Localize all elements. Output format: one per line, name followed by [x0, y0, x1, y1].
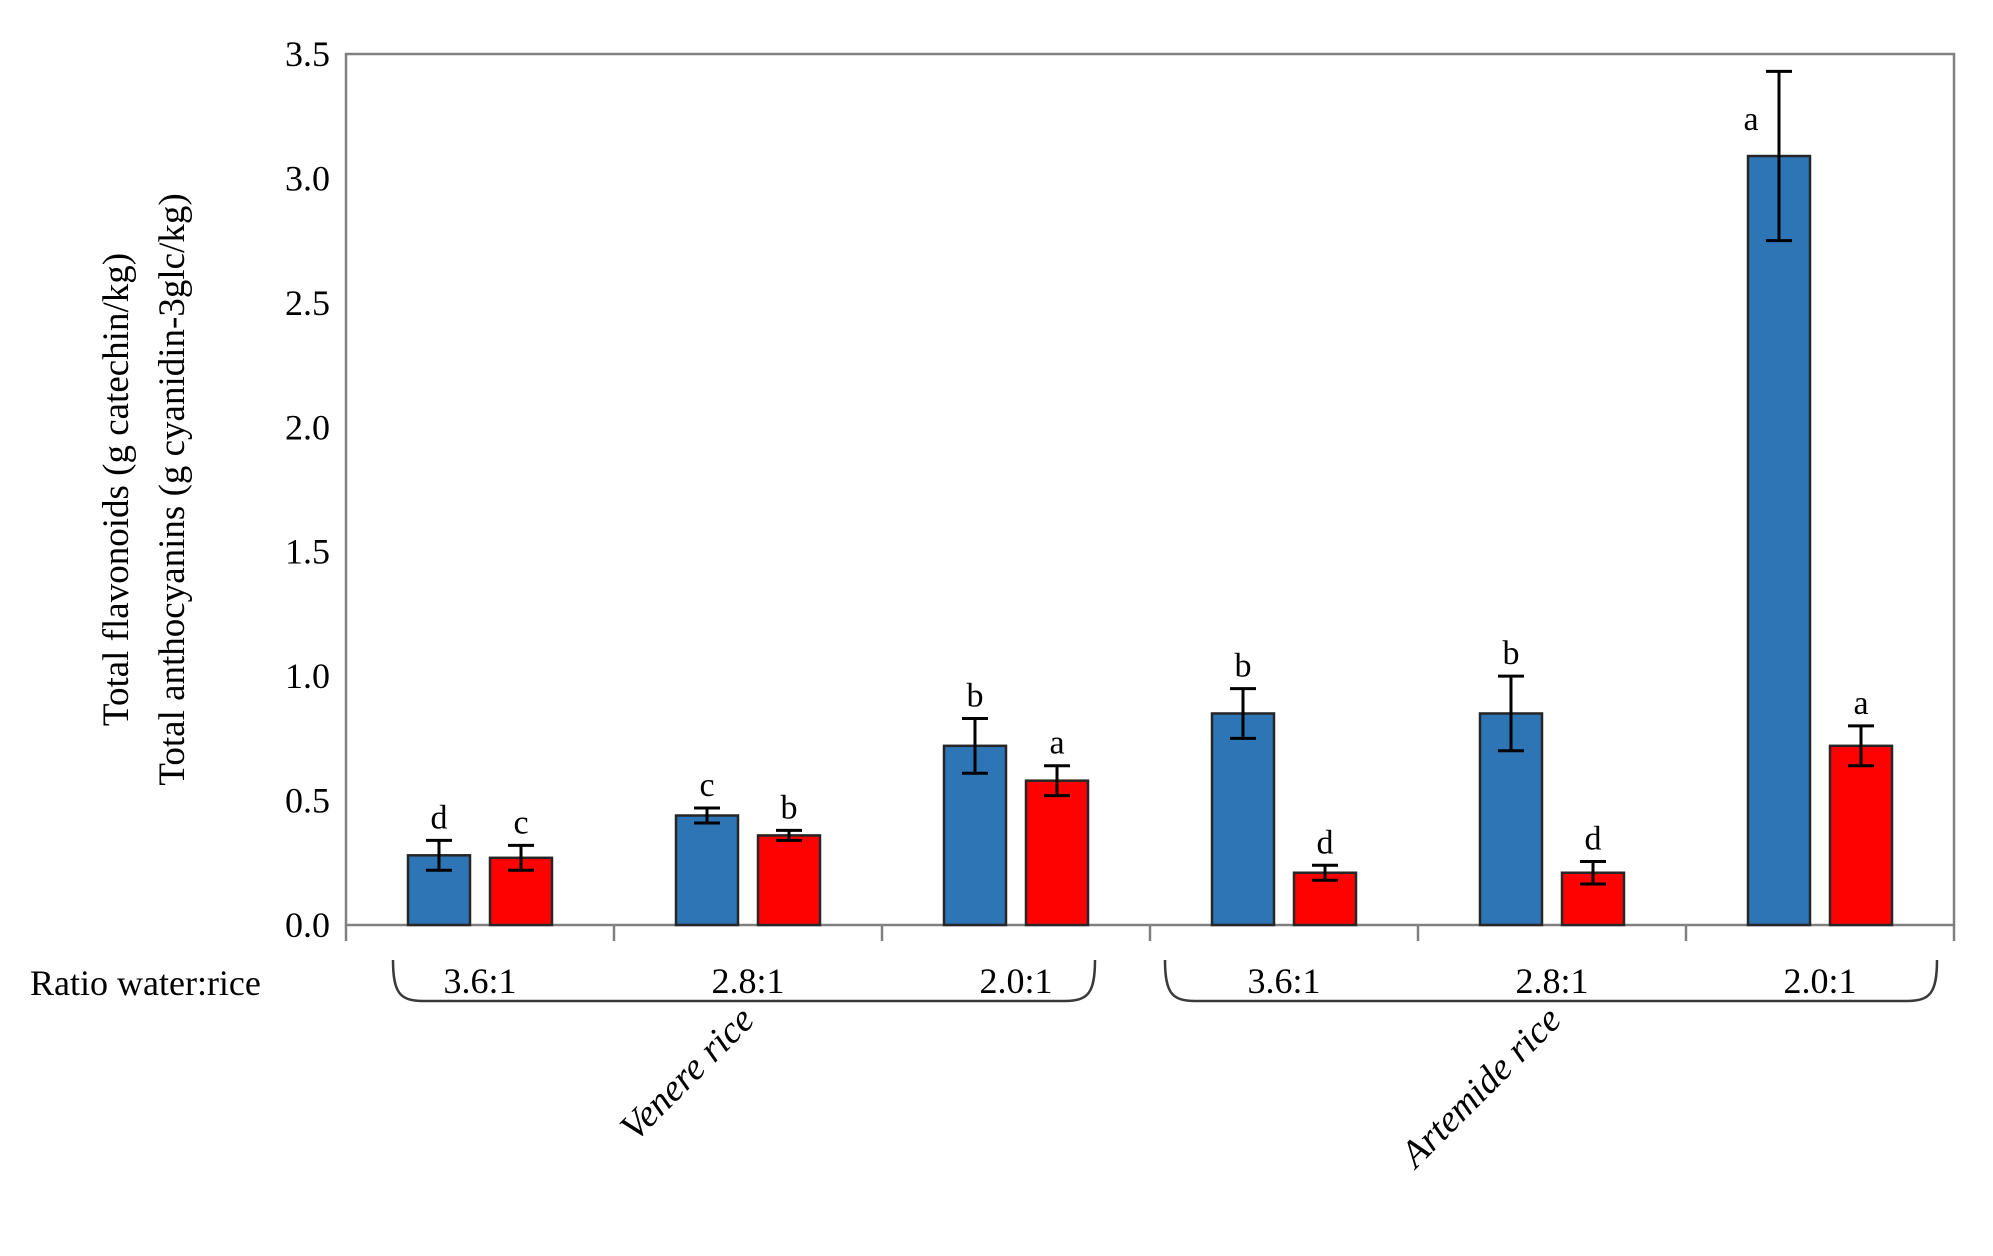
variety-bracket [391, 959, 1097, 1003]
ratio-tick-label: 2.8:1 [1515, 961, 1588, 1001]
ratio-tick-label: 3.6:1 [443, 961, 516, 1001]
ratio-tick-label: 2.8:1 [711, 961, 784, 1001]
y-tick-label: 1.5 [285, 532, 330, 572]
y-tick-label: 2.5 [285, 283, 330, 323]
flavonoids-bar [1210, 712, 1276, 927]
significance-letter: d [431, 799, 448, 836]
y-tick-label: 3.5 [285, 34, 330, 74]
variety-bracket [1163, 959, 1939, 1003]
y-axis-title-line1: Total flavonoids (g catechin/kg) [96, 253, 137, 726]
y-tick-label: 3.0 [285, 158, 330, 198]
y-tick-label: 0.5 [285, 781, 330, 821]
significance-letter: b [781, 789, 798, 826]
significance-letter: c [513, 804, 528, 841]
anthocyanins-bar [1828, 744, 1894, 927]
anthocyanins-bar [756, 834, 822, 927]
significance-letter: a [1049, 725, 1064, 762]
significance-letter: c [699, 767, 714, 804]
x-axis-caption: Ratio water:rice [30, 963, 261, 1003]
significance-letter: a [1853, 685, 1868, 722]
significance-letter: b [1503, 635, 1520, 672]
y-axis-title-line2: Total anthocyanins (g cyanidin-3glc/kg) [152, 193, 193, 785]
ratio-tick-label: 2.0:1 [1783, 961, 1856, 1001]
ratio-tick-label: 2.0:1 [979, 961, 1052, 1001]
ratio-tick-label: 3.6:1 [1247, 961, 1320, 1001]
y-tick-label: 0.0 [285, 905, 330, 945]
significance-letter: d [1317, 824, 1334, 861]
significance-letter: b [967, 677, 984, 714]
anthocyanins-bar [1024, 779, 1090, 927]
y-tick-label: 2.0 [285, 407, 330, 447]
flavonoids-bar [674, 814, 740, 927]
significance-letter: b [1235, 648, 1252, 685]
y-tick-label: 1.0 [285, 656, 330, 696]
flavonoids-bar [942, 744, 1008, 927]
plot-area-border [344, 52, 1956, 927]
variety-label: Artemide rice [1391, 999, 1570, 1178]
variety-label: Venere rice [612, 999, 762, 1149]
significance-letter: a [1743, 101, 1758, 138]
significance-letter: d [1585, 821, 1602, 858]
flavonoids-bar [1746, 154, 1812, 927]
